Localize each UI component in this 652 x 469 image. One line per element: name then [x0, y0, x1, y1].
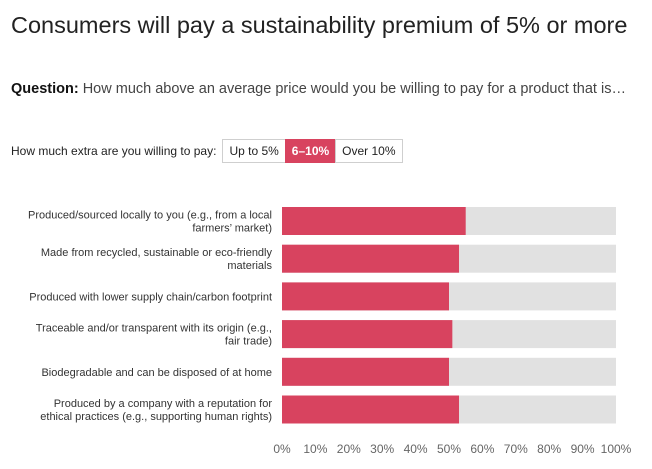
- category-label: Produced with lower supply chain/carbon …: [29, 291, 272, 303]
- category-label: materials: [227, 260, 272, 272]
- toggle-over-10-button[interactable]: Over 10%: [335, 139, 403, 163]
- category-label: Made from recycled, sustainable or eco-f…: [41, 247, 273, 259]
- x-tick-label: 10%: [303, 442, 327, 456]
- x-tick-label: 40%: [404, 442, 428, 456]
- category-label: Produced/sourced locally to you (e.g., f…: [28, 210, 272, 222]
- bar-value[interactable]: [282, 282, 449, 311]
- x-tick-label: 20%: [337, 442, 361, 456]
- bar-value[interactable]: [282, 244, 460, 273]
- question-label: Question:: [11, 81, 79, 97]
- category-label: ethical practices (e.g., supporting huma…: [40, 411, 272, 423]
- x-tick-label: 60%: [470, 442, 494, 456]
- question-body: How much above an average price would yo…: [78, 81, 626, 97]
- bar-value[interactable]: [282, 207, 466, 235]
- bar-value[interactable]: [282, 320, 453, 349]
- premium-toggle-row: How much extra are you willing to pay: U…: [11, 139, 403, 163]
- x-tick-label: 80%: [537, 442, 561, 456]
- toggle-up-to-5-button[interactable]: Up to 5%: [222, 139, 286, 163]
- category-label: farmers’ market): [192, 223, 272, 235]
- x-tick-label: 30%: [370, 442, 394, 456]
- premium-toggle-group: Up to 5% 6–10% Over 10%: [222, 139, 403, 163]
- x-tick-label: 50%: [437, 442, 461, 456]
- category-label: Traceable and/or transparent with its or…: [36, 323, 272, 335]
- category-label: Produced by a company with a reputation …: [54, 398, 273, 410]
- category-label: Biodegradable and can be disposed of at …: [41, 367, 272, 379]
- category-label: fair trade): [225, 336, 272, 348]
- question-text: Question: How much above an average pric…: [11, 81, 631, 98]
- x-tick-label: 70%: [504, 442, 528, 456]
- chart-title: Consumers will pay a sustainability prem…: [11, 12, 628, 38]
- toggle-label: How much extra are you willing to pay:: [11, 144, 217, 158]
- x-tick-label: 100%: [601, 442, 632, 456]
- x-tick-label: 0%: [273, 442, 291, 456]
- x-tick-label: 90%: [571, 442, 595, 456]
- bar-value[interactable]: [282, 357, 449, 386]
- bar-value[interactable]: [282, 395, 460, 424]
